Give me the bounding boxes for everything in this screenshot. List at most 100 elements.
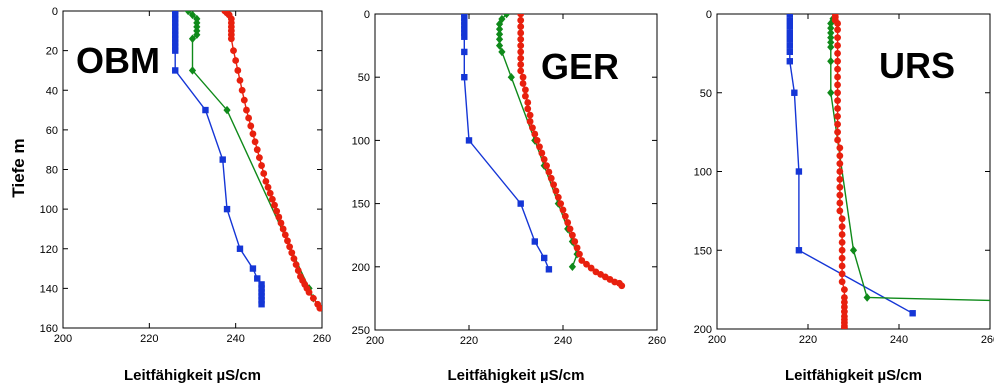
data-point <box>849 246 858 255</box>
data-point <box>517 54 525 62</box>
data-point <box>834 136 841 144</box>
data-point <box>288 249 296 257</box>
y-axis-label: Tiefe m <box>9 138 28 197</box>
y-tick-label: 200 <box>694 324 712 336</box>
data-point <box>519 80 527 87</box>
data-point <box>256 154 263 162</box>
data-point <box>238 86 246 94</box>
data-point <box>172 23 179 31</box>
data-point <box>838 238 846 246</box>
data-point <box>834 49 841 57</box>
data-point <box>273 207 281 215</box>
data-point <box>533 137 541 144</box>
data-point <box>863 293 871 302</box>
data-point <box>522 86 529 94</box>
y-tick-label: 140 <box>40 283 58 295</box>
data-point <box>566 225 574 233</box>
data-point <box>227 35 235 43</box>
y-tick-label: 150 <box>352 199 370 211</box>
y-tick-label: 40 <box>46 85 58 97</box>
data-point <box>219 156 226 163</box>
data-point <box>834 120 841 128</box>
data-point <box>834 81 841 89</box>
x-axis-label: Leitfähigkeit µS/cm <box>785 367 922 384</box>
data-point <box>517 16 525 24</box>
data-point <box>547 174 555 182</box>
data-point <box>569 231 576 239</box>
data-point <box>834 128 841 136</box>
data-point <box>172 15 179 23</box>
x-tick-label: 200 <box>366 335 384 347</box>
data-point <box>258 162 265 169</box>
data-point <box>795 247 803 254</box>
data-point <box>827 42 835 52</box>
data-point <box>543 162 550 170</box>
data-point <box>524 105 532 113</box>
data-point <box>841 303 848 311</box>
data-point <box>786 36 793 43</box>
x-tick-label: 240 <box>890 334 908 346</box>
x-tick-label: 200 <box>708 334 726 346</box>
data-point <box>258 281 265 288</box>
data-point <box>294 267 302 274</box>
data-point <box>834 89 841 97</box>
plot-frame <box>374 13 658 331</box>
data-point <box>568 262 576 271</box>
panel-obm: 200 220 240 260 0 20 40 60 80 100 120 140 160 Leitfäh… <box>40 6 332 384</box>
data-point <box>571 238 579 245</box>
data-point <box>279 225 287 233</box>
data-point <box>517 48 525 56</box>
data-point <box>461 29 468 37</box>
x-tick-label: 220 <box>140 333 158 345</box>
data-point <box>286 243 294 251</box>
data-point <box>786 48 793 55</box>
data-point <box>838 231 846 238</box>
series-red <box>831 14 848 329</box>
data-point <box>791 89 798 96</box>
data-point <box>834 105 841 112</box>
y-tick-label: 100 <box>352 135 370 147</box>
x-tick-label: 220 <box>799 334 817 346</box>
y-tick-label: 120 <box>40 244 58 256</box>
data-point <box>292 261 300 268</box>
data-point <box>266 189 274 197</box>
data-point <box>240 96 248 104</box>
data-point <box>188 11 197 20</box>
data-point <box>268 195 276 203</box>
data-point <box>529 124 536 132</box>
series-red <box>517 14 626 290</box>
data-point <box>836 144 844 152</box>
data-point <box>526 118 534 125</box>
data-point <box>498 14 506 24</box>
data-point <box>507 73 515 82</box>
data-point <box>552 187 560 195</box>
panel-title: GER <box>541 46 619 87</box>
data-point <box>495 35 504 44</box>
data-point <box>836 168 844 175</box>
data-point <box>786 23 793 30</box>
data-point <box>517 200 524 207</box>
data-point <box>260 170 268 177</box>
data-point <box>545 266 553 273</box>
data-point <box>836 199 844 207</box>
data-point <box>316 304 322 312</box>
plot-area <box>786 14 990 329</box>
data-point <box>517 23 525 31</box>
data-point <box>838 262 846 270</box>
data-point <box>461 18 468 25</box>
data-point <box>517 29 525 37</box>
x-tick-label: 260 <box>981 334 994 346</box>
data-point <box>554 193 562 201</box>
data-point <box>258 289 265 296</box>
data-point <box>838 246 846 254</box>
series-blue <box>172 11 265 308</box>
data-point <box>838 254 846 262</box>
data-point <box>264 183 272 191</box>
data-point <box>188 66 197 75</box>
data-point <box>583 260 590 268</box>
data-point <box>172 39 179 46</box>
y-tick-label: 0 <box>52 6 58 18</box>
data-point <box>281 231 289 239</box>
data-point <box>517 14 525 18</box>
data-point <box>243 106 250 114</box>
